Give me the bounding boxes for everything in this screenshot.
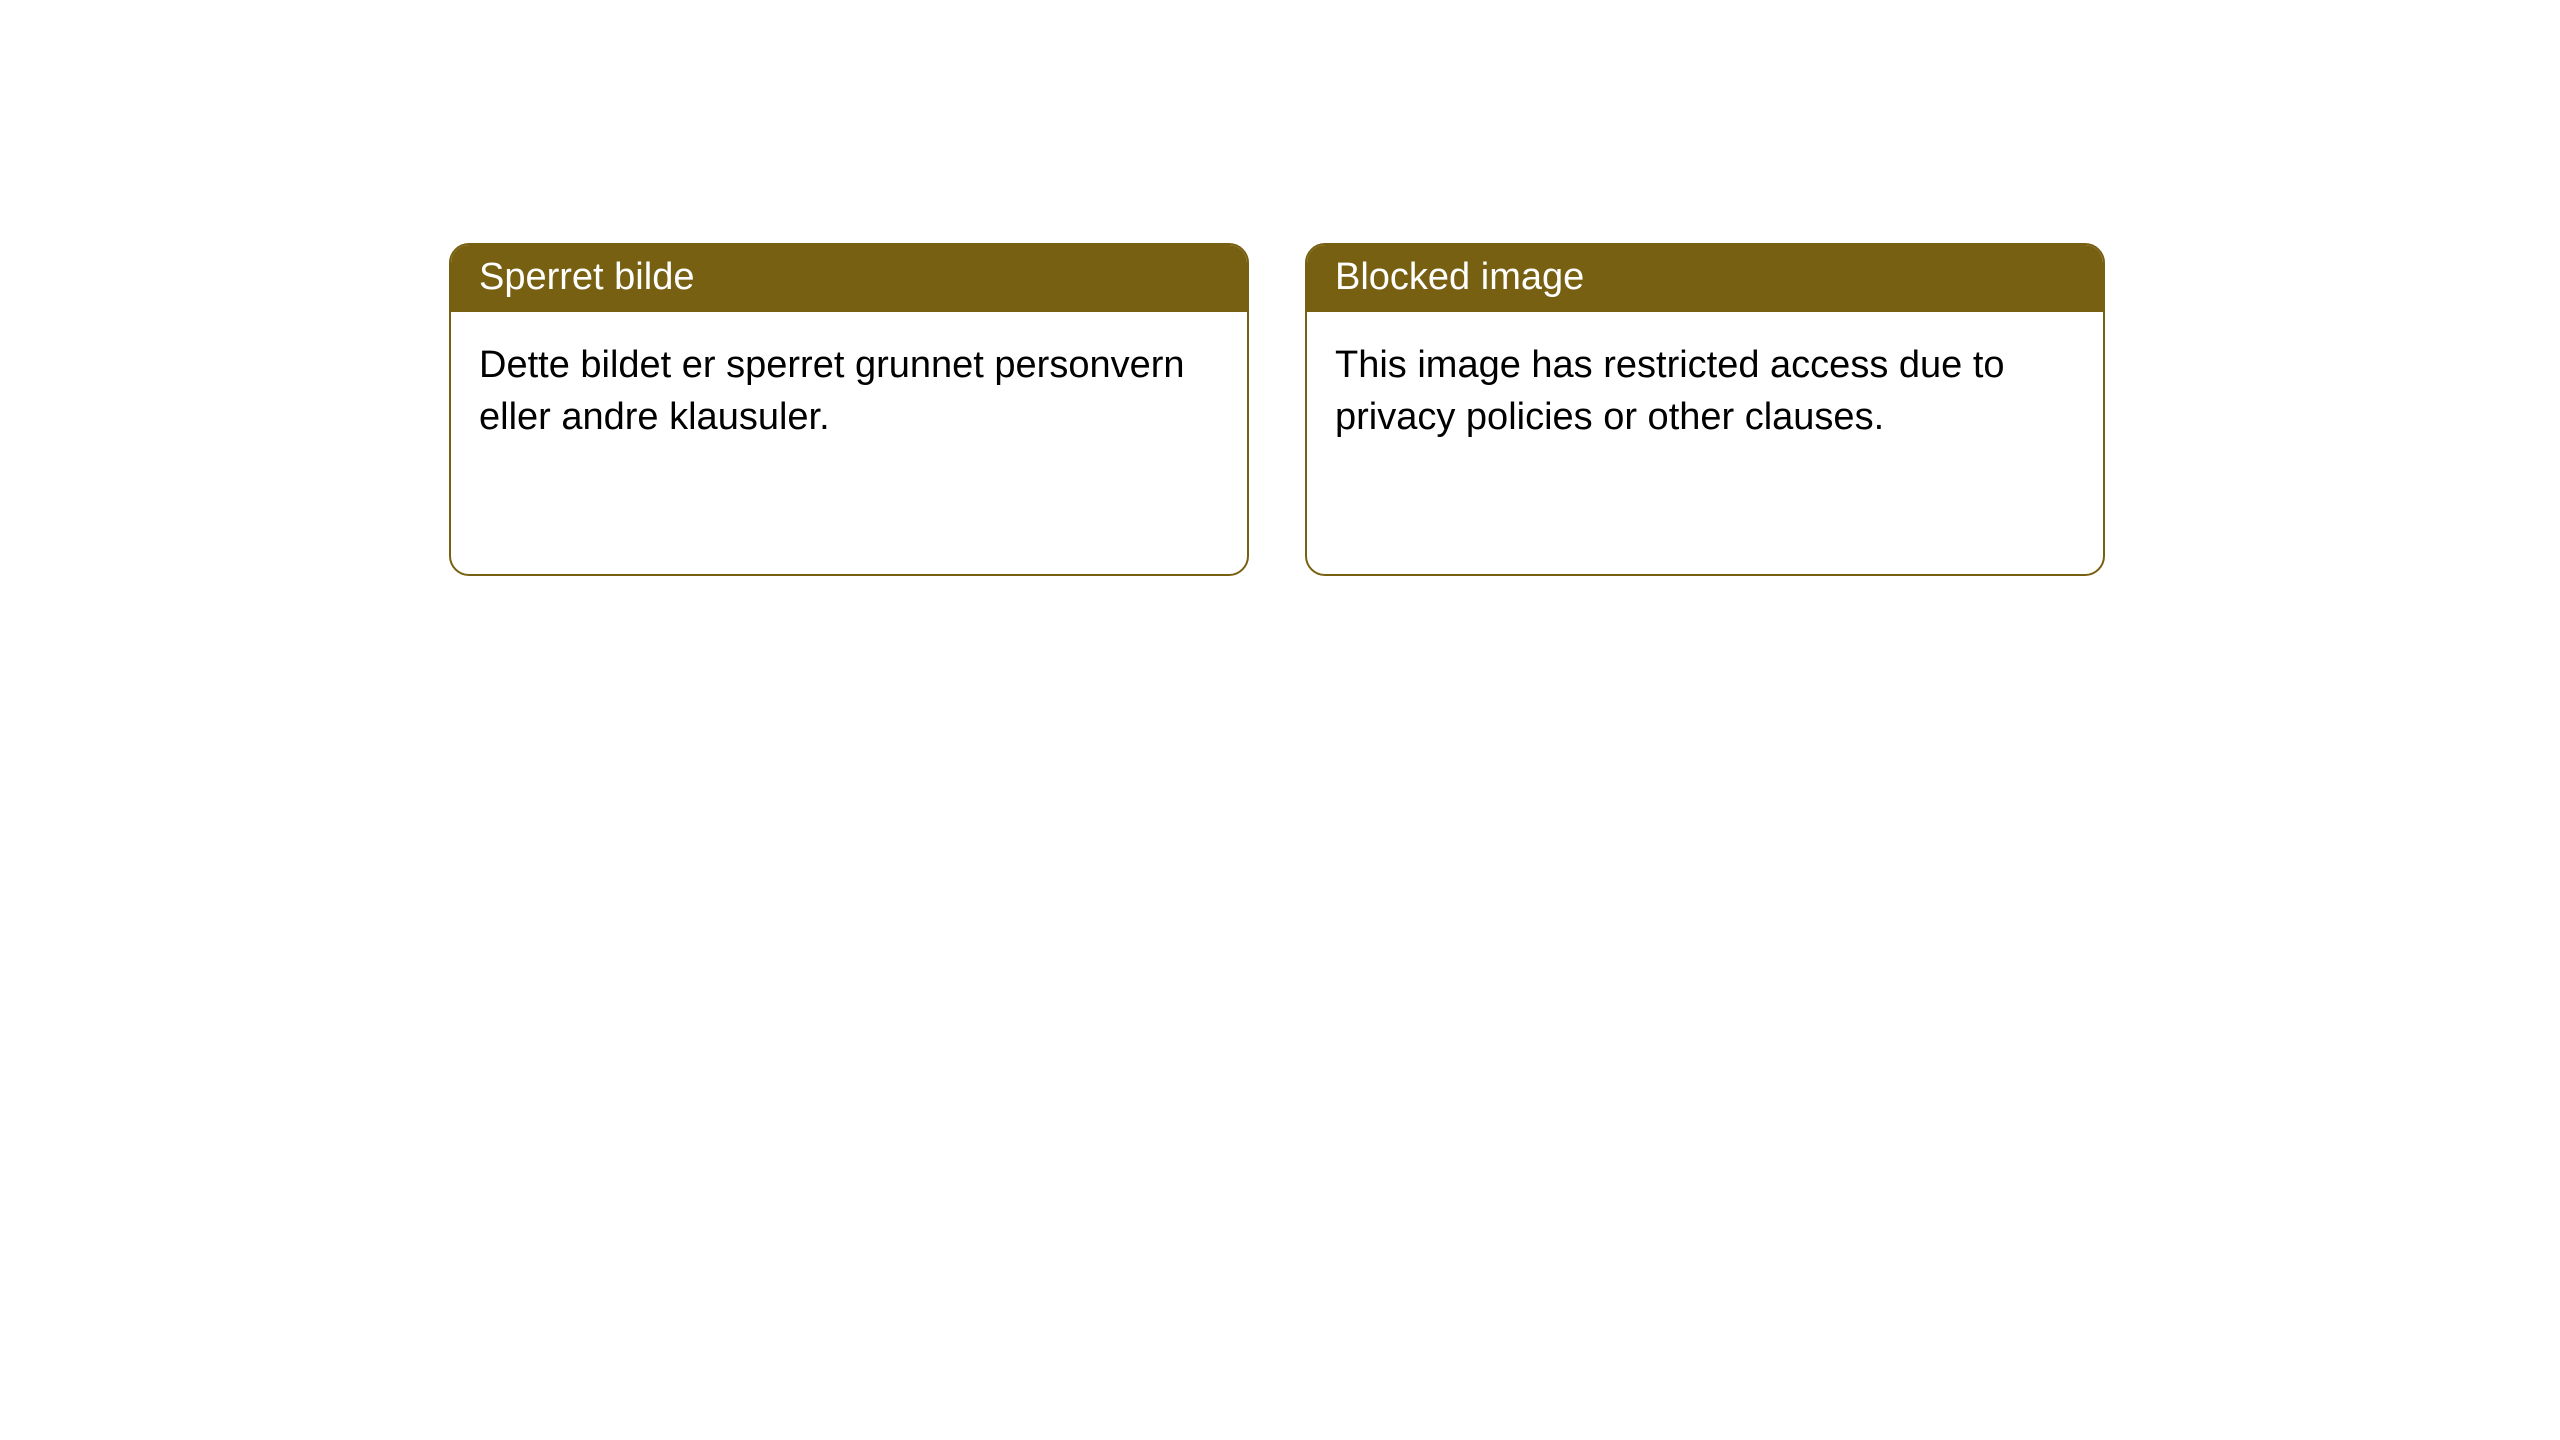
notice-card-english: Blocked image This image has restricted … bbox=[1305, 243, 2105, 576]
notice-card-norwegian: Sperret bilde Dette bildet er sperret gr… bbox=[449, 243, 1249, 576]
notice-header: Sperret bilde bbox=[451, 245, 1247, 312]
notice-body: This image has restricted access due to … bbox=[1307, 312, 2103, 443]
notice-container: Sperret bilde Dette bildet er sperret gr… bbox=[0, 0, 2560, 576]
notice-header: Blocked image bbox=[1307, 245, 2103, 312]
notice-body: Dette bildet er sperret grunnet personve… bbox=[451, 312, 1247, 443]
